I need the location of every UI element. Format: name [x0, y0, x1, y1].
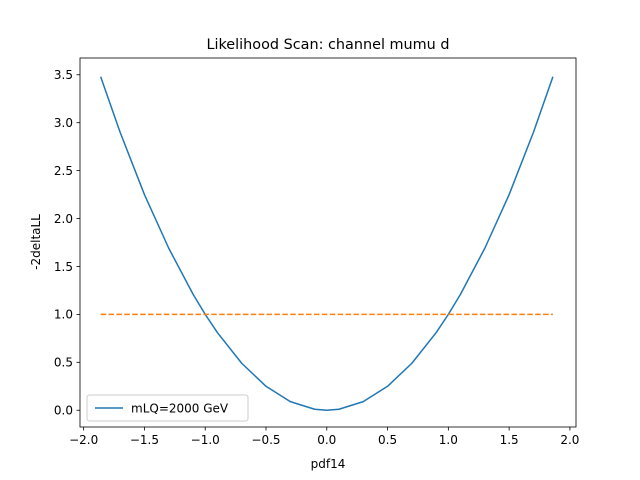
x-tick-label: 2.0 [560, 433, 579, 447]
legend-label: mLQ=2000 GeV [131, 401, 229, 415]
y-tick-label: 1.0 [54, 308, 73, 322]
legend-box [86, 394, 249, 422]
chart-title: Likelihood Scan: channel mumu d [206, 37, 449, 53]
x-tick-label: −1.5 [130, 433, 159, 447]
y-tick-label: 0.0 [54, 404, 73, 418]
x-tick-label: 0.0 [317, 433, 336, 447]
x-tick-label: 1.0 [439, 433, 458, 447]
y-tick-label: 0.5 [54, 356, 73, 370]
series-line-0 [99, 76, 554, 411]
plot-area: −2.0 −1.5 −1.0 −0.5 0.0 0.5 1.0 1.5 2.0 0.0 0.5 1.0… [54, 57, 579, 447]
y-tick-label: 3.0 [54, 116, 73, 130]
legend: mLQ=2000 GeV [86, 394, 249, 422]
x-tick-label: −1.0 [191, 433, 220, 447]
y-tick-label: 2.0 [54, 212, 73, 226]
y-axis-label: -2deltaLL [29, 214, 43, 270]
axes-frame [79, 57, 577, 428]
y-tick-label: 1.5 [54, 260, 73, 274]
x-tick-label: −2.0 [69, 433, 98, 447]
y-tick-label: 2.5 [54, 164, 73, 178]
x-tick-label: 0.5 [378, 433, 397, 447]
x-tick-label: −0.5 [251, 433, 280, 447]
x-tick-label: 1.5 [500, 433, 519, 447]
y-tick-label: 3.5 [54, 68, 73, 82]
x-axis-label: pdf14 [311, 457, 346, 471]
